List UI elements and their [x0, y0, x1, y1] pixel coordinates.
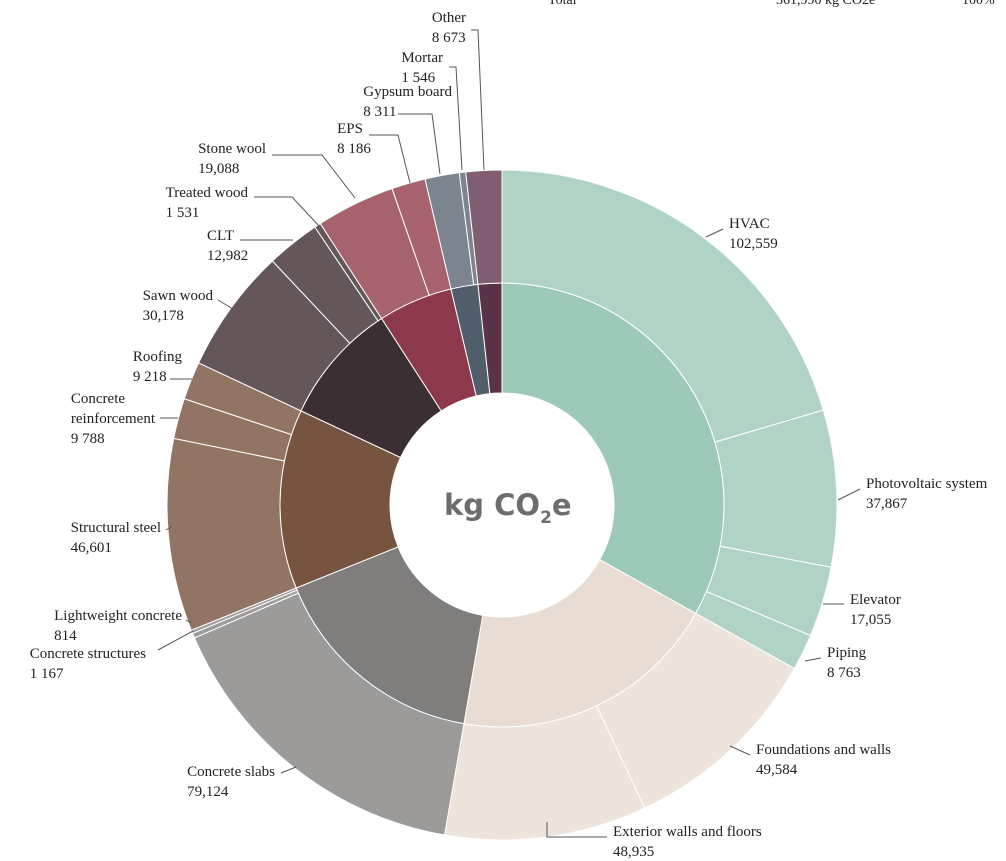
value-treated-wood: 1 531	[166, 205, 200, 221]
leader-structural-steel	[165, 526, 172, 531]
value-mortar: 1 546	[401, 70, 435, 86]
label-concrete-structures: Concrete structures 1 167	[30, 646, 146, 682]
label-mortar: Mortar 1 546	[401, 50, 443, 86]
label-lightweight-concrete: Lightweight concrete 814	[54, 608, 182, 644]
value-concrete-structures: 1 167	[30, 666, 64, 682]
slice-other	[465, 169, 503, 285]
value-roofing: 9 218	[133, 369, 167, 385]
leader-mortar	[449, 66, 463, 171]
total-percent: 100%	[962, 0, 995, 8]
leader-stone-wool	[272, 154, 356, 199]
label-structural-steel: Structural steel 46,601	[71, 520, 161, 556]
label-concrete-reinforcement: Concrete reinforcement 9 788	[71, 391, 156, 447]
value-other: 8 673	[432, 30, 466, 46]
slice-labels: HVAC 102,559 Photovoltaic system 37,867 Elev…	[30, 10, 988, 860]
label-eps: EPS 8 186	[337, 121, 371, 157]
total-value: 361,990 kg CO2e	[776, 0, 875, 8]
leader-foundations-and-walls	[729, 745, 751, 756]
value-piping: 8 763	[827, 665, 861, 681]
value-photovoltaic-system: 37,867	[866, 496, 908, 512]
label-piping: Piping 8 763	[827, 645, 867, 681]
slice-hvac	[501, 169, 824, 443]
leader-treated-wood	[254, 196, 320, 227]
label-gypsum-board: Gypsum board 8 311	[363, 84, 452, 120]
total-label: Total	[548, 0, 577, 8]
leader-sawn-wood	[217, 299, 234, 310]
label-roofing: Roofing 9 218	[133, 349, 183, 385]
leader-eps	[369, 134, 411, 184]
leader-concrete-structures	[157, 630, 194, 651]
label-other: Other 8 673	[432, 10, 466, 46]
value-elevator: 17,055	[850, 612, 891, 628]
center-label: kg CO2e	[444, 488, 572, 528]
label-stone-wool: Stone wool 19,088	[198, 141, 266, 177]
leader-lines	[157, 29, 861, 838]
value-clt: 12,982	[207, 248, 248, 264]
value-stone-wool: 19,088	[198, 161, 239, 177]
value-foundations-and-walls: 49,584	[756, 762, 798, 778]
leader-other	[471, 29, 485, 171]
leader-piping	[804, 657, 822, 662]
value-structural-steel: 46,601	[71, 540, 112, 556]
rings	[166, 169, 838, 841]
value-eps: 8 186	[337, 141, 371, 157]
label-foundations-and-walls: Foundations and walls 49,584	[756, 742, 891, 778]
value-sawn-wood: 30,178	[143, 308, 184, 324]
leader-exterior-walls-and-floors	[546, 822, 607, 838]
label-treated-wood: Treated wood 1 531	[166, 185, 249, 221]
label-exterior-walls-and-floors: Exterior walls and floors 48,935	[613, 824, 762, 860]
label-sawn-wood: Sawn wood 30,178	[143, 288, 214, 324]
label-elevator: Elevator 17,055	[850, 592, 901, 628]
center-label-main: kg CO	[444, 488, 540, 522]
label-clt: CLT 12,982	[207, 228, 248, 264]
center-label-suffix: e	[552, 488, 572, 522]
value-gypsum-board: 8 311	[363, 104, 396, 120]
leader-photovoltaic-system	[837, 488, 861, 501]
label-hvac: HVAC 102,559	[729, 216, 778, 252]
value-exterior-walls-and-floors: 48,935	[613, 844, 654, 860]
leader-hvac	[705, 228, 724, 238]
leader-gypsum-board	[398, 113, 441, 175]
label-photovoltaic-system: Photovoltaic system 37,867	[866, 476, 988, 512]
value-concrete-reinforcement: 9 788	[71, 431, 105, 447]
leader-lightweight-concrete	[185, 619, 192, 624]
center-hole	[391, 394, 613, 616]
value-concrete-slabs: 79,124	[187, 784, 229, 800]
label-concrete-slabs: Concrete slabs 79,124	[187, 764, 275, 800]
value-lightweight-concrete: 814	[54, 628, 77, 644]
center-label-subscript: 2	[540, 508, 552, 528]
leader-concrete-slabs	[280, 766, 297, 774]
value-hvac: 102,559	[729, 236, 778, 252]
